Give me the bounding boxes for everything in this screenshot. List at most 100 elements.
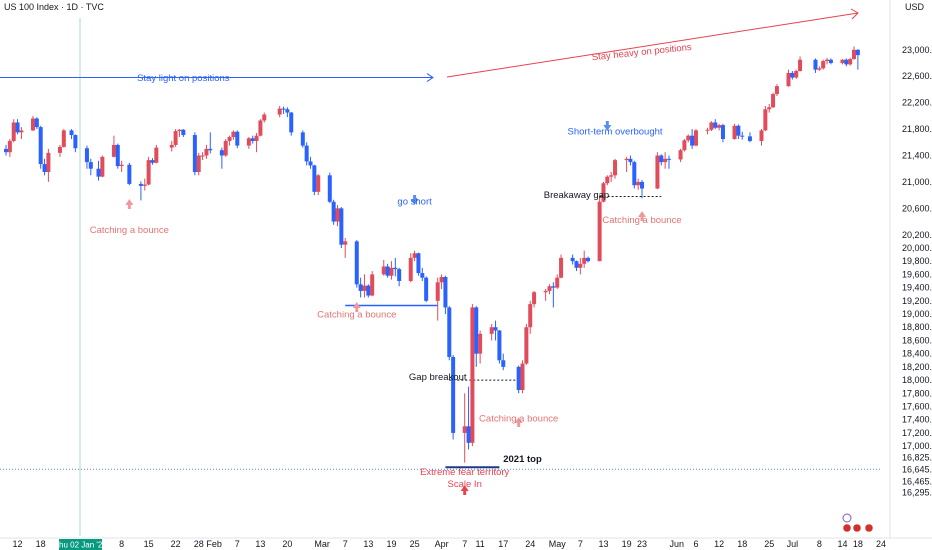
candle: [69, 129, 74, 139]
candle-body: [88, 162, 93, 169]
candle: [578, 257, 583, 275]
candle: [173, 129, 178, 147]
candle-body: [208, 148, 213, 151]
candle-body: [277, 108, 282, 115]
candle: [547, 284, 552, 295]
candle: [88, 158, 93, 176]
candle: [34, 117, 39, 130]
candle: [381, 259, 386, 276]
candle-body: [312, 165, 317, 192]
candle: [7, 138, 12, 157]
candle: [817, 66, 822, 71]
x-tick-label: 7: [578, 539, 583, 549]
candle-body: [381, 266, 386, 275]
candle: [825, 57, 830, 65]
candle-body: [798, 59, 803, 71]
drawing-tools: [0, 8, 859, 495]
candle-body: [416, 253, 421, 274]
y-tick-label: 18,200.00: [902, 362, 932, 372]
y-tick-label: 22,600.00: [902, 71, 932, 81]
x-tick-label: 11: [475, 539, 484, 549]
flag-icon[interactable]: [842, 523, 852, 533]
x-tick-label: 13: [598, 539, 608, 549]
candle-body: [524, 327, 529, 364]
annotation-label: Gap breakout: [409, 372, 467, 383]
x-tick-label: 22: [171, 539, 181, 549]
candle: [794, 69, 799, 79]
x-tick-label: 19: [622, 539, 632, 549]
candle: [250, 135, 255, 144]
y-tick-label: 18,000.00: [902, 375, 932, 385]
candle-body: [462, 426, 467, 433]
x-tick-label: 13: [363, 539, 373, 549]
candle: [582, 250, 587, 268]
candle-body: [447, 307, 452, 357]
candle-body: [489, 327, 494, 334]
candle: [763, 105, 768, 132]
candle: [821, 59, 826, 70]
candle-body: [169, 144, 174, 148]
x-tick-label: May: [549, 539, 567, 549]
candle: [759, 129, 764, 146]
candle: [111, 135, 116, 158]
y-tick-label: 16,645.00: [902, 465, 932, 475]
flag-icon[interactable]: [852, 523, 862, 533]
annotation-label: Catching a bounce: [90, 225, 169, 236]
crosshair-date-label: Thu 02 Jan '25: [54, 541, 107, 550]
candle: [786, 69, 791, 87]
chart-title: US 100 Index · 1D · TVC: [4, 2, 104, 12]
candle-body: [34, 118, 39, 128]
candle: [138, 181, 143, 201]
y-tick-label: 22,200.00: [902, 98, 932, 108]
candle: [385, 263, 390, 278]
arrow-stem: [127, 205, 131, 209]
y-tick-label: 17,200.00: [902, 428, 932, 438]
flag-icon[interactable]: [864, 523, 874, 533]
candle-body: [821, 61, 826, 69]
candle-body: [790, 72, 795, 78]
candle-body: [528, 304, 533, 328]
x-tick-label: 13: [255, 539, 265, 549]
candle: [42, 158, 47, 176]
candle-body: [281, 108, 286, 110]
arrow-stem: [605, 121, 609, 125]
arrow-head: [410, 199, 419, 205]
candle: [478, 330, 483, 364]
candle-body: [574, 261, 579, 268]
candle-body: [609, 175, 614, 177]
candle-body: [200, 155, 205, 157]
annotation-label: Catching a bounce: [602, 215, 681, 226]
price-axis[interactable]: 23,000.00 22,600.00 22,200.00 21,800.00 21,4…: [902, 45, 932, 498]
x-tick-label: 25: [410, 539, 420, 549]
candle: [408, 253, 413, 283]
annotation-label: Breakaway gap: [544, 190, 609, 201]
candle-body: [173, 131, 178, 145]
arrow-up-icon: [514, 417, 523, 427]
candle: [659, 154, 664, 166]
event-icon[interactable]: [842, 513, 852, 523]
candle: [501, 353, 506, 371]
candle: [790, 70, 795, 80]
candle: [154, 144, 159, 164]
annotation-label: Scale In: [448, 479, 482, 490]
candle: [204, 144, 209, 159]
y-tick-label: 23,000.00: [902, 45, 932, 55]
candle: [551, 282, 556, 308]
candle-body: [412, 253, 417, 258]
candle-body: [659, 155, 664, 163]
candle-body: [385, 266, 390, 276]
arrow-stem: [413, 195, 417, 199]
candle: [84, 145, 89, 169]
x-tick-label: 12: [13, 539, 23, 549]
candle-body: [655, 155, 660, 189]
x-tick-label: 14: [837, 539, 847, 549]
candle: [848, 57, 853, 66]
candle: [524, 323, 529, 365]
candle: [354, 240, 359, 288]
event-icons[interactable]: [842, 513, 874, 533]
candle-body: [632, 162, 637, 186]
x-tick-label: 24: [525, 539, 535, 549]
